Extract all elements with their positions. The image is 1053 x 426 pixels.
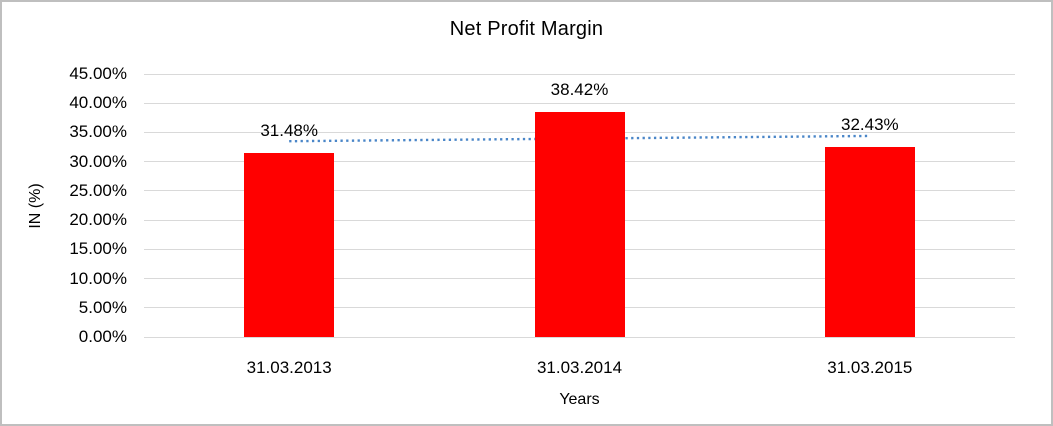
y-axis-tick-labels: 45.00% 40.00% 35.00% 30.00% 25.00% 20.00% 15.0… bbox=[2, 65, 127, 346]
y-tick-label: 10.00% bbox=[69, 268, 127, 288]
y-tick-label: 15.00% bbox=[69, 239, 127, 259]
bar-data-label: 32.43% bbox=[840, 115, 899, 135]
y-tick-label: 25.00% bbox=[69, 180, 127, 200]
x-tick-label: 31.03.2015 bbox=[827, 358, 913, 377]
gridline-45 bbox=[144, 73, 1015, 75]
bar-31.03.2013 bbox=[244, 153, 335, 337]
x-tick-label: 31.03.2013 bbox=[246, 358, 332, 377]
gridline-0 bbox=[144, 336, 1015, 338]
y-tick-label: 20.00% bbox=[69, 210, 127, 230]
chart-title: Net Profit Margin bbox=[449, 18, 604, 40]
bar-data-label: 31.48% bbox=[260, 121, 318, 141]
x-tick-label: 31.03.2014 bbox=[536, 358, 623, 377]
gridline-40 bbox=[144, 102, 1015, 104]
bar-31.03.2015 bbox=[824, 147, 915, 337]
x-axis-tick-labels: 31.03.2013 31.03.2014 31.03.2015 bbox=[144, 354, 1015, 377]
x-axis-title: Years bbox=[559, 391, 600, 408]
y-tick-label: 5.00% bbox=[78, 297, 127, 317]
y-tick-label: 35.00% bbox=[69, 122, 127, 142]
bar-data-label: 38.42% bbox=[550, 80, 609, 100]
y-tick-label: 45.00% bbox=[69, 64, 127, 83]
y-tick-label: 30.00% bbox=[69, 151, 127, 171]
y-tick-label: 0.00% bbox=[78, 327, 127, 346]
plot-area: 31.48% 38.42% 32.43% bbox=[144, 73, 1015, 338]
y-tick-label: 40.00% bbox=[69, 93, 127, 113]
bar-31.03.2014 bbox=[534, 112, 625, 337]
